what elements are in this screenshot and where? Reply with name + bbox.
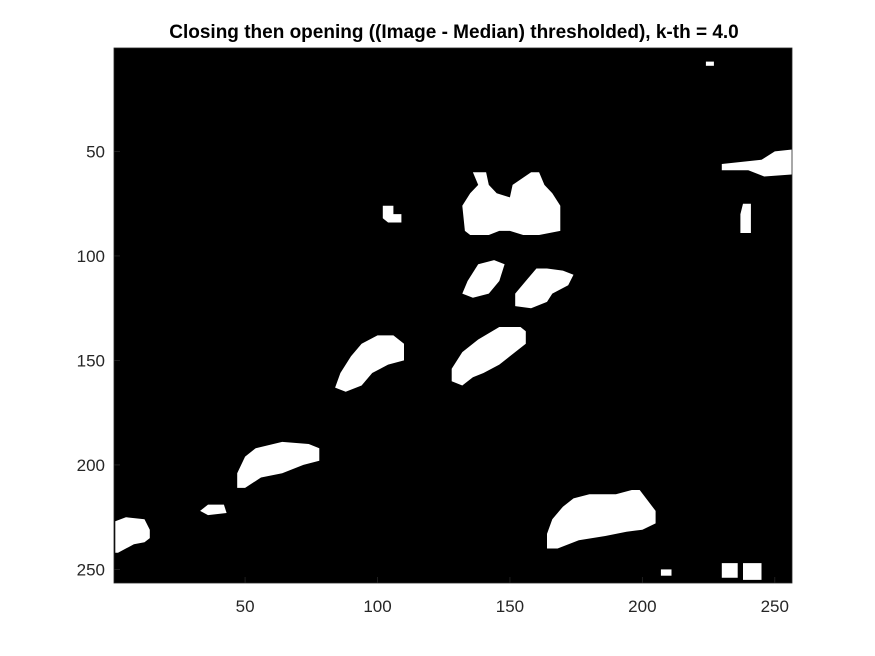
- blob-layer: [115, 61, 794, 580]
- plot-axes: 50 100 150 200 250 50 100 150 200 250: [77, 47, 794, 616]
- white-blob-10: [200, 504, 227, 516]
- y-axis-ticks: 50 100 150 200 250: [77, 142, 120, 579]
- x-tick-label: 250: [761, 597, 789, 616]
- y-tick-label: 100: [77, 247, 105, 266]
- x-tick-label: 100: [363, 597, 391, 616]
- white-blob-15: [743, 563, 762, 580]
- white-blob-7: [335, 335, 404, 392]
- y-tick-label: 50: [86, 142, 105, 161]
- y-tick-label: 200: [77, 456, 105, 475]
- chart-title: Closing then opening ((Image - Median) t…: [169, 22, 739, 43]
- white-blob-14: [721, 563, 738, 578]
- x-axis-ticks: 50 100 150 200 250: [236, 577, 789, 616]
- white-blob-12: [547, 490, 656, 549]
- plot-area: [114, 48, 792, 583]
- white-blob-9: [237, 441, 320, 488]
- white-blob-6: [515, 268, 574, 309]
- white-blob-11: [115, 517, 150, 553]
- white-blob-1: [721, 149, 794, 177]
- y-tick-label: 250: [77, 560, 105, 579]
- white-blob-16: [705, 61, 714, 66]
- x-tick-label: 50: [236, 597, 255, 616]
- white-blob-13: [660, 569, 672, 576]
- white-blob-4: [740, 203, 751, 233]
- plot-frame: [113, 47, 793, 584]
- white-blob-8: [451, 327, 526, 386]
- y-tick-label: 150: [77, 351, 105, 370]
- white-blob-5: [462, 260, 505, 298]
- white-blob-2: [462, 172, 561, 235]
- white-blob-3: [382, 205, 402, 223]
- x-tick-label: 200: [628, 597, 656, 616]
- x-tick-label: 150: [496, 597, 524, 616]
